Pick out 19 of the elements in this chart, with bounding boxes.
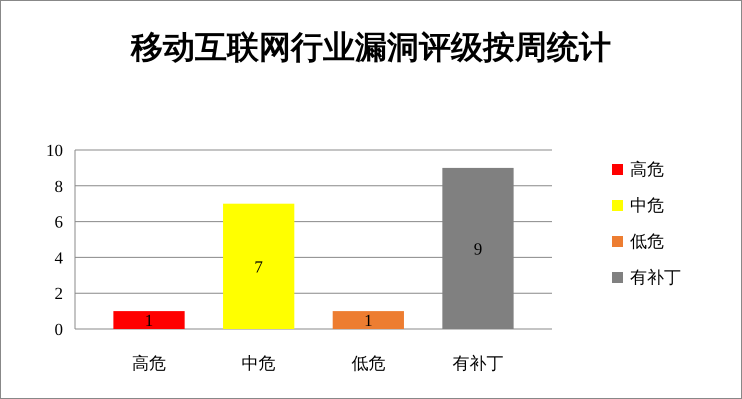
y-tick-label: 0	[54, 320, 63, 339]
y-tick-label: 2	[54, 284, 63, 304]
y-tick-label: 4	[54, 248, 64, 268]
y-tick-label: 6	[54, 212, 63, 232]
legend-label: 高危	[630, 160, 664, 180]
x-tick-label: 高危	[132, 354, 166, 374]
chart-title: 移动互联网行业漏洞评级按周统计	[130, 28, 611, 66]
x-tick-label: 有补丁	[452, 354, 504, 374]
y-tick-label: 8	[54, 176, 63, 196]
legend-label: 有补丁	[630, 268, 681, 288]
data-label: 7	[254, 257, 264, 276]
data-label: 9	[474, 239, 482, 258]
y-tick-label: 10	[46, 141, 63, 160]
x-tick-label: 中危	[242, 354, 276, 374]
legend-label: 中危	[630, 196, 664, 216]
data-label: 1	[364, 311, 373, 330]
legend-label: 低危	[630, 232, 664, 252]
data-label: 1	[144, 311, 154, 330]
x-tick-label: 低危	[351, 354, 386, 374]
